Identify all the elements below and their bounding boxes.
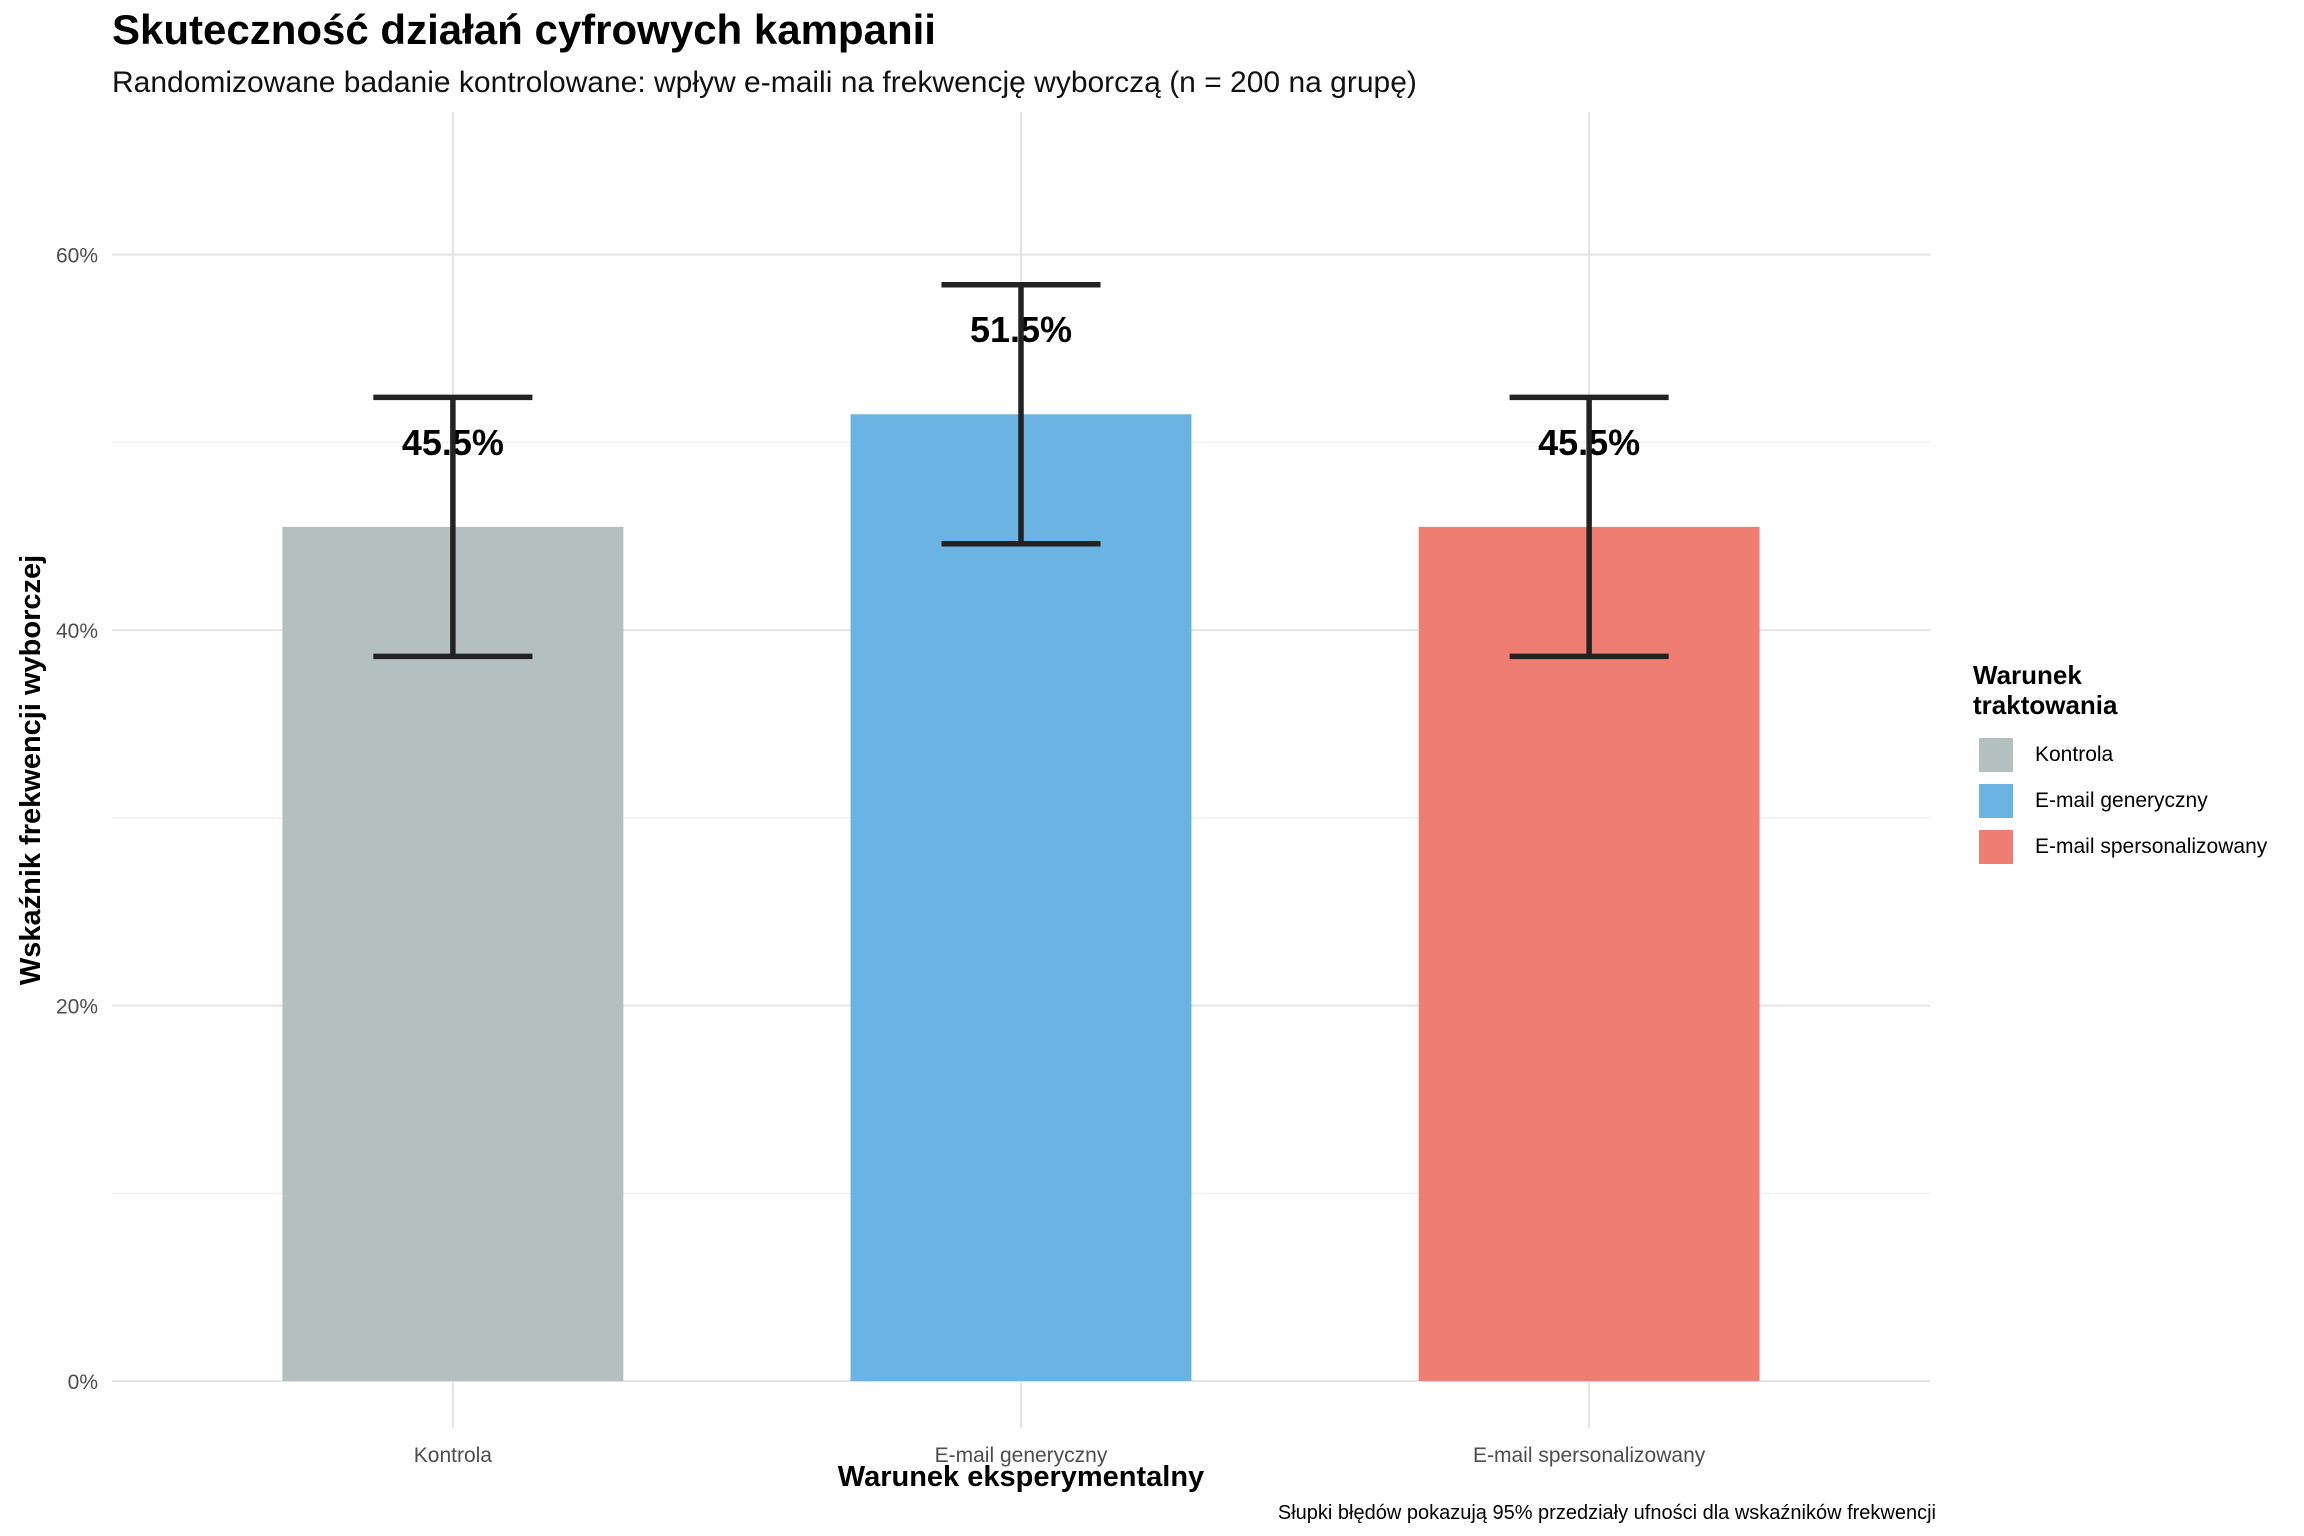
legend-title: Warunek traktowania [1973, 660, 2118, 720]
bar [1418, 526, 1760, 1382]
x-axis-title: Warunek eksperymentalny [838, 1461, 1204, 1493]
y-tick-label: 0% [68, 1371, 98, 1394]
chart-title: Skuteczność działań cyfrowych kampanii [112, 6, 936, 53]
legend-label: E-mail generyczny [2035, 789, 2208, 812]
legend-swatch [1979, 830, 2013, 864]
bar [850, 414, 1192, 1382]
legend: Warunek traktowania Kontrola E-mail gener… [1973, 660, 2267, 876]
x-tick-label: E-mail spersonalizowany [1473, 1444, 1706, 1467]
y-tick-label: 40% [56, 620, 98, 643]
legend-item: Kontrola [1973, 738, 2267, 772]
bar [282, 526, 624, 1382]
legend-swatch [1979, 784, 2013, 818]
y-tick-label: 60% [56, 245, 98, 268]
y-axis-title: Wskaźnik frekwencji wyborczej [15, 555, 47, 985]
legend-item: E-mail generyczny [1973, 784, 2267, 818]
x-tick-label: Kontrola [414, 1444, 493, 1467]
legend-label: Kontrola [2035, 743, 2114, 766]
y-tick-label: 20% [56, 996, 98, 1019]
legend-label: E-mail spersonalizowany [2035, 835, 2268, 858]
x-tick-label: E-mail generyczny [935, 1444, 1108, 1467]
chart-caption: Słupki błędów pokazują 95% przedziały uf… [1277, 1502, 1936, 1524]
legend-swatch [1979, 738, 2013, 772]
legend-items: Kontrola E-mail generyczny E-mail spersona… [1973, 738, 2267, 864]
legend-item: E-mail spersonalizowany [1973, 830, 2267, 864]
chart-subtitle: Randomizowane badanie kontrolowane: wpły… [112, 66, 1417, 99]
